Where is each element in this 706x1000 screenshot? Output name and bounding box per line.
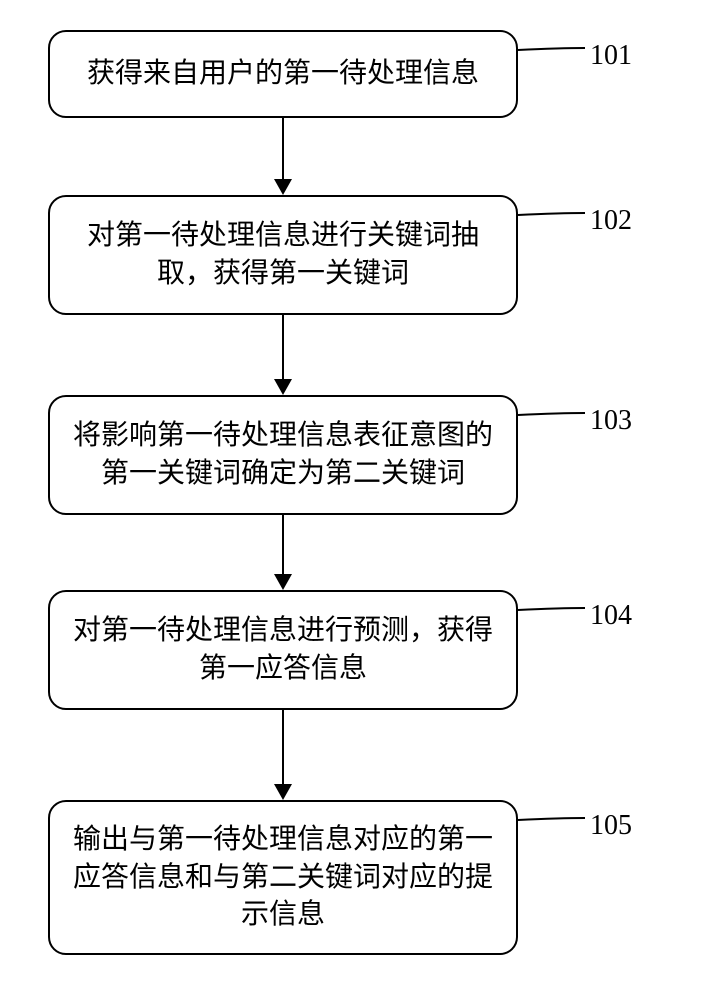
label-leader [0, 0, 706, 1000]
